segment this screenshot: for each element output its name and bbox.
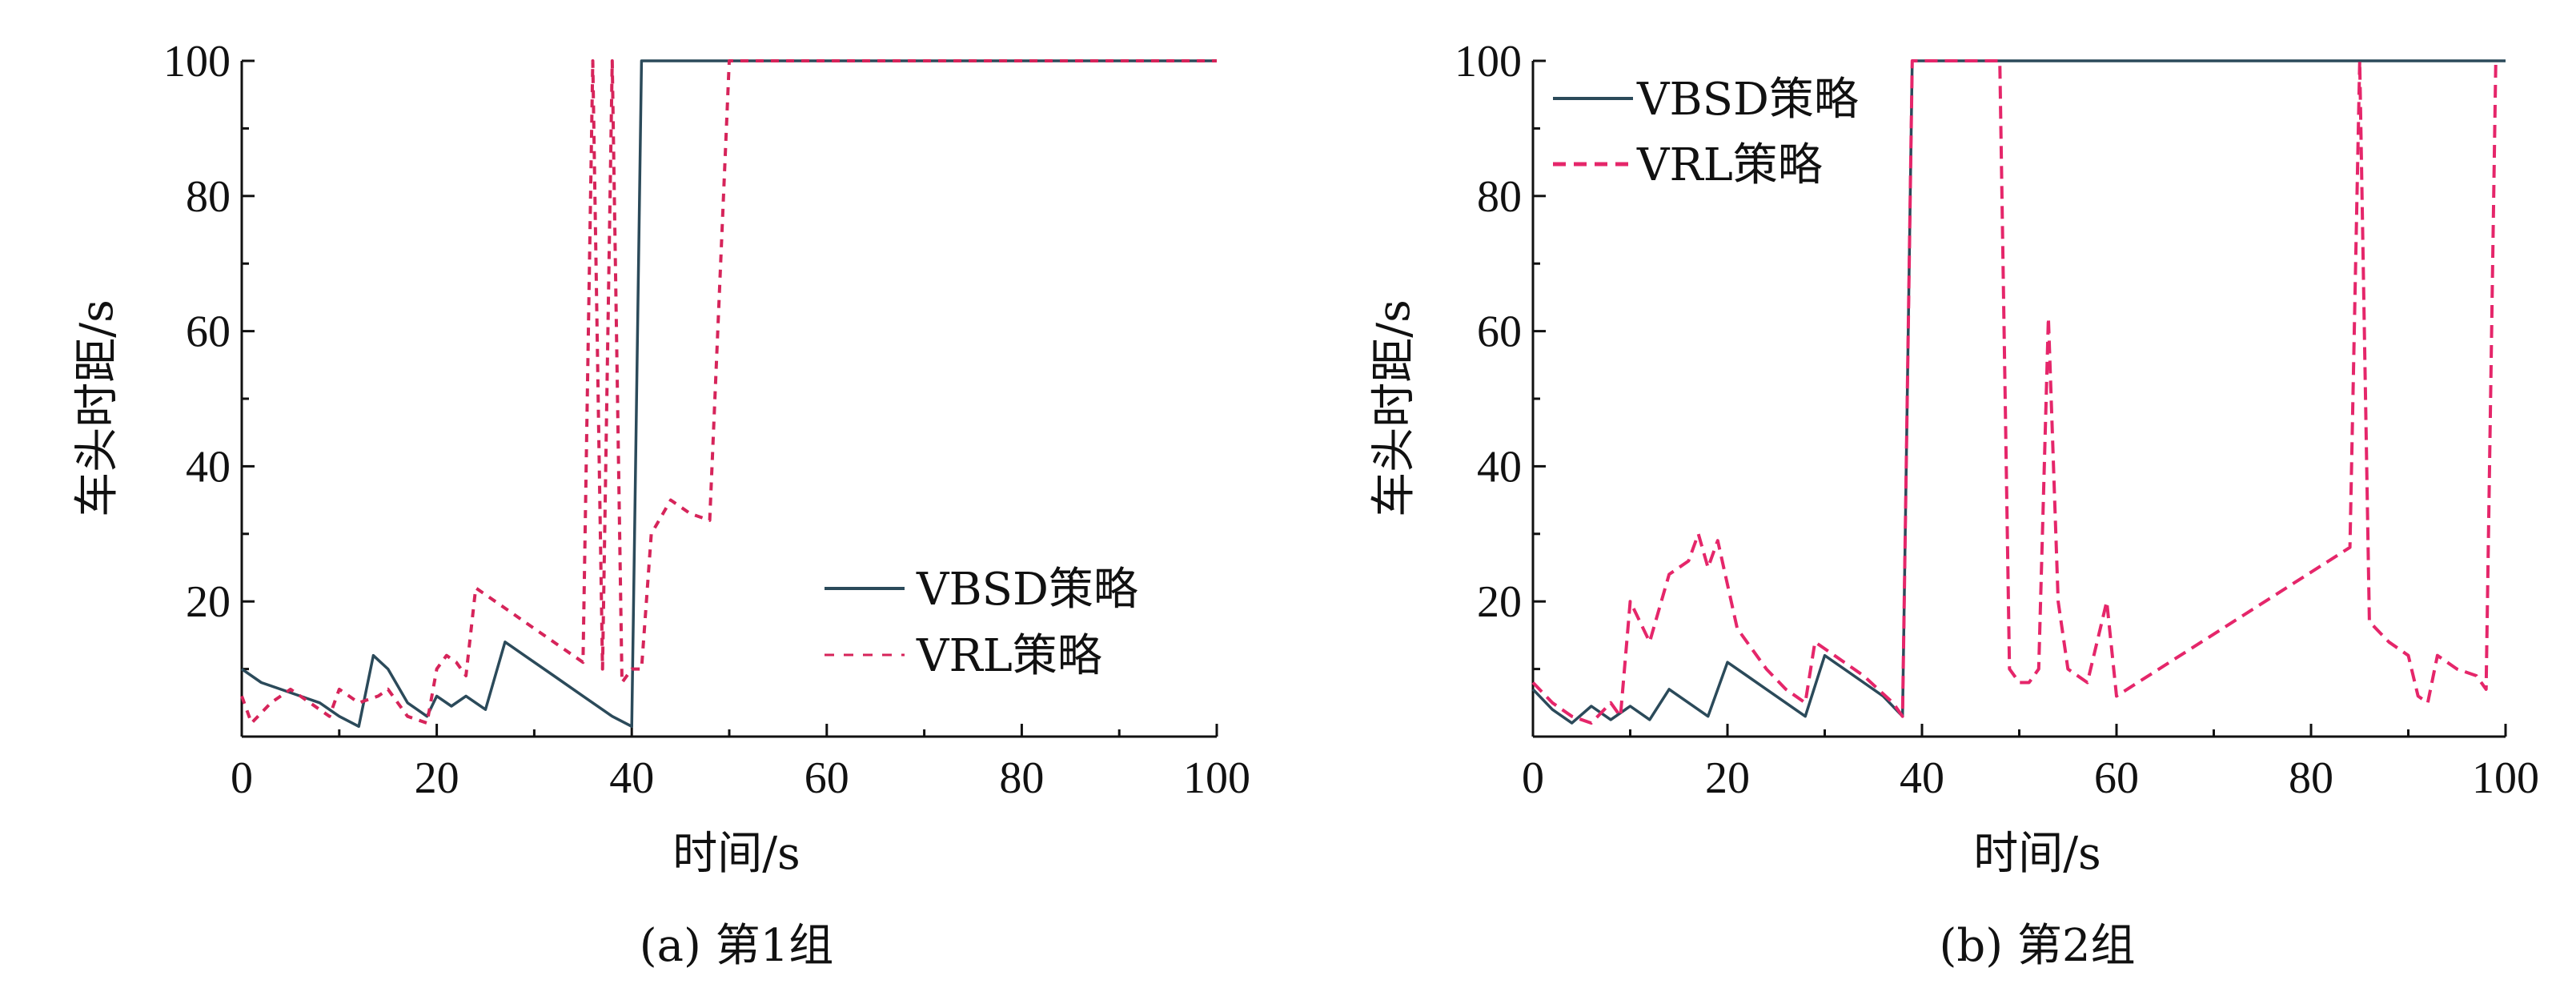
series-line-vbsd-a [241,59,1217,729]
legend-label-vrl-b: VRL策略 [1636,139,1823,191]
y-tick-label-a-4: 100 [163,37,231,86]
x-tick-label-a-1: 20 [415,753,459,803]
chart-panel-b: 0 20 40 60 80 100 20 40 60 80 100 时间/s 车头时距/s (b) … [1368,37,2539,972]
y-tick-label-b-1: 40 [1477,442,1522,492]
x-tick-label-a-0: 0 [231,753,253,803]
x-tick-label-b-2: 40 [1900,753,1944,803]
x-tick-label-a-3: 60 [804,753,849,803]
x-tick-label-a-4: 80 [999,753,1044,803]
y-axis-title-a: 车头时距/s [71,299,123,517]
caption-b: (b) 第2组 [1940,920,2136,972]
series-line-vrl-b [1531,59,2498,725]
x-tick-label-a-5: 100 [1183,753,1250,803]
x-tick-label-b-4: 80 [2289,753,2333,803]
legend-label-vbsd-a: VBSD策略 [916,564,1138,616]
x-tick-label-b-3: 60 [2094,753,2139,803]
x-axis-title-b: 时间/s [1973,828,2101,880]
chart-panel-a: 0 20 40 60 80 100 20 40 60 80 100 时间/s 车头时距/s (a) … [71,37,1250,972]
x-tick-label-b-0: 0 [1522,753,1544,803]
caption-a: (a) 第1组 [640,920,834,972]
x-tick-label-b-5: 100 [2472,753,2539,803]
x-tick-label-b-1: 20 [1705,753,1750,803]
series-layer-a [240,59,1217,729]
y-tick-label-a-3: 80 [186,172,231,222]
legend-b: VBSD策略 VRL策略 [1553,74,1859,191]
y-tick-label-b-2: 60 [1477,307,1522,357]
y-tick-label-a-2: 60 [186,307,231,357]
legend-label-vrl-a: VRL策略 [916,630,1102,682]
series-line-vrl-a [240,59,1217,725]
x-tick-label-a-2: 40 [609,753,654,803]
y-tick-label-a-0: 20 [186,577,231,627]
ticks-a: 0 20 40 60 80 100 20 40 60 80 100 [163,37,1250,803]
y-tick-label-b-0: 20 [1477,577,1522,627]
series-layer-b [1531,59,2506,725]
y-tick-label-b-4: 100 [1455,37,1522,86]
y-tick-label-b-3: 80 [1477,172,1522,222]
legend-label-vbsd-b: VBSD策略 [1636,74,1859,126]
y-axis-title-b: 车头时距/s [1368,299,1420,517]
legend-a: VBSD策略 VRL策略 [825,564,1138,682]
x-axis-title-a: 时间/s [672,828,800,880]
y-tick-label-a-1: 40 [186,442,231,492]
ticks-b: 0 20 40 60 80 100 20 40 60 80 100 [1455,37,2539,803]
